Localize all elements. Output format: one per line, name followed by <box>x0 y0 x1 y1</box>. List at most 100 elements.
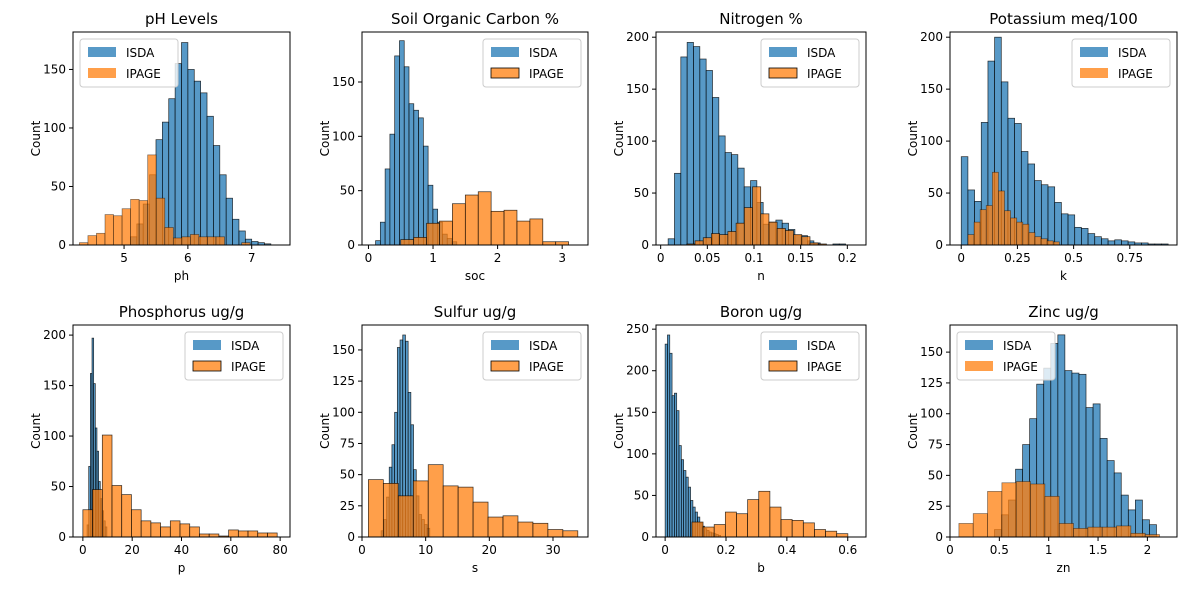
histogram-bar <box>1092 403 1101 537</box>
histogram-bar <box>1028 232 1036 245</box>
y-tick-label: 0 <box>347 530 355 544</box>
histogram-bar <box>791 520 804 537</box>
x-tick-label: 40 <box>174 543 189 557</box>
legend: ISDA IPAGE <box>956 331 1056 381</box>
legend-swatch <box>491 47 519 57</box>
histogram-bar <box>193 80 201 245</box>
y-tick-label: 150 <box>920 345 943 359</box>
y-tick-label: 100 <box>920 134 943 148</box>
histogram-bar <box>979 209 987 245</box>
y-tick-label: 150 <box>332 343 355 357</box>
legend-label: IPAGE <box>231 360 266 374</box>
histogram-bar <box>389 133 396 245</box>
legend-label: IPAGE <box>1003 360 1038 374</box>
histogram-bar <box>776 228 786 245</box>
histogram-bar <box>735 222 745 245</box>
y-tick-label: 100 <box>920 407 943 421</box>
y-tick-label: 0 <box>58 238 66 252</box>
histogram-bar <box>442 485 459 537</box>
histogram-bar <box>814 529 826 537</box>
histogram-bar <box>1130 532 1146 537</box>
plot-frame <box>361 324 589 538</box>
histogram-bar <box>164 227 174 245</box>
histogram-bar <box>464 194 479 245</box>
legend-label: ISDA <box>126 46 155 60</box>
plot-frame <box>655 324 867 538</box>
legend: ISDA IPAGE <box>760 331 860 381</box>
y-tick-label: 0 <box>935 530 943 544</box>
x-tick-label: 1.5 <box>1088 543 1107 557</box>
histogram-bar <box>1116 525 1132 537</box>
histogram-bar <box>1071 372 1080 537</box>
histogram-bar <box>1099 438 1108 537</box>
chart-title: Soil Organic Carbon % <box>391 10 559 28</box>
histogram-bar <box>674 172 682 245</box>
histogram-bar <box>516 220 531 245</box>
y-tick-label: 200 <box>43 328 66 342</box>
y-tick-label: 0 <box>641 238 649 252</box>
histogram-bar <box>206 115 214 245</box>
x-tick-label: 1 <box>429 251 437 265</box>
histogram-bar <box>426 222 440 245</box>
histogram-bar <box>686 42 694 245</box>
histogram-bar <box>1067 214 1076 245</box>
histogram-bar <box>998 190 1005 245</box>
y-axis-label: Count <box>612 413 626 449</box>
x-tick-label: 0 <box>358 543 366 557</box>
histogram-bar <box>228 529 239 537</box>
histogram-bar <box>232 218 240 245</box>
x-tick-label: 0 <box>661 543 669 557</box>
chart-title: Phosphorus ug/g <box>119 303 245 321</box>
histogram-bar <box>736 513 748 537</box>
histogram-bar <box>780 519 793 537</box>
plot-frame <box>72 31 291 246</box>
histogram-bar <box>213 145 221 245</box>
histogram-bar <box>547 529 564 537</box>
x-tick-label: 0.6 <box>838 543 857 557</box>
chart-title: Zinc ug/g <box>1028 303 1099 321</box>
y-axis-label: Count <box>906 120 920 156</box>
histogram-bar <box>413 237 427 245</box>
x-tick-label: 0.4 <box>777 543 796 557</box>
histogram-bar <box>718 135 726 245</box>
histogram-bar <box>1030 483 1046 537</box>
y-tick-label: 0 <box>347 238 355 252</box>
x-tick-label: 20 <box>125 543 140 557</box>
x-tick-label: 10 <box>418 543 433 557</box>
legend-label: ISDA <box>529 339 558 353</box>
histogram-bar <box>140 520 152 537</box>
y-tick-label: 150 <box>626 405 649 419</box>
histogram-bar <box>694 240 704 245</box>
histogram-bar <box>562 530 579 537</box>
histogram-bar <box>198 236 208 245</box>
histogram-bar <box>503 209 518 245</box>
chart-panel-zn: 0 0.5 1 1.5 2 0 25 50 75 100 125 150 Zinc ug/g zn Coun… <box>906 303 1178 575</box>
y-tick-label: 50 <box>928 186 943 200</box>
histogram-bar <box>147 154 157 245</box>
histogram-bar <box>1040 184 1049 245</box>
histogram-bar <box>680 56 688 245</box>
x-axis-label: ph <box>174 269 189 283</box>
histogram-bar <box>472 501 489 537</box>
legend-label: ISDA <box>1118 46 1147 60</box>
x-tick-label: 60 <box>223 543 238 557</box>
histogram-bar <box>82 509 93 537</box>
histogram-bar <box>747 499 760 537</box>
chart-panel-b: 0 0.2 0.4 0.6 0 50 100 150 200 250 Boron ug/g b Coun… <box>612 303 867 575</box>
y-tick-label: 200 <box>920 30 943 44</box>
x-tick-label: 0.2 <box>838 251 857 265</box>
histogram-bar <box>399 40 405 245</box>
y-tick-label: 50 <box>928 468 943 482</box>
histogram-bar <box>87 235 97 245</box>
y-tick-label: 100 <box>43 429 66 443</box>
histogram-bar <box>169 520 181 537</box>
x-axis-label: soc <box>465 269 485 283</box>
x-axis-label: b <box>757 561 765 575</box>
histogram-bar <box>168 98 176 245</box>
y-tick-label: 25 <box>928 499 943 513</box>
histogram-bar <box>1101 238 1109 245</box>
y-tick-label: 25 <box>340 499 355 513</box>
histogram-bar <box>1040 238 1048 245</box>
histogram-bar <box>1101 526 1117 537</box>
chart-title: Sulfur ug/g <box>434 303 517 321</box>
